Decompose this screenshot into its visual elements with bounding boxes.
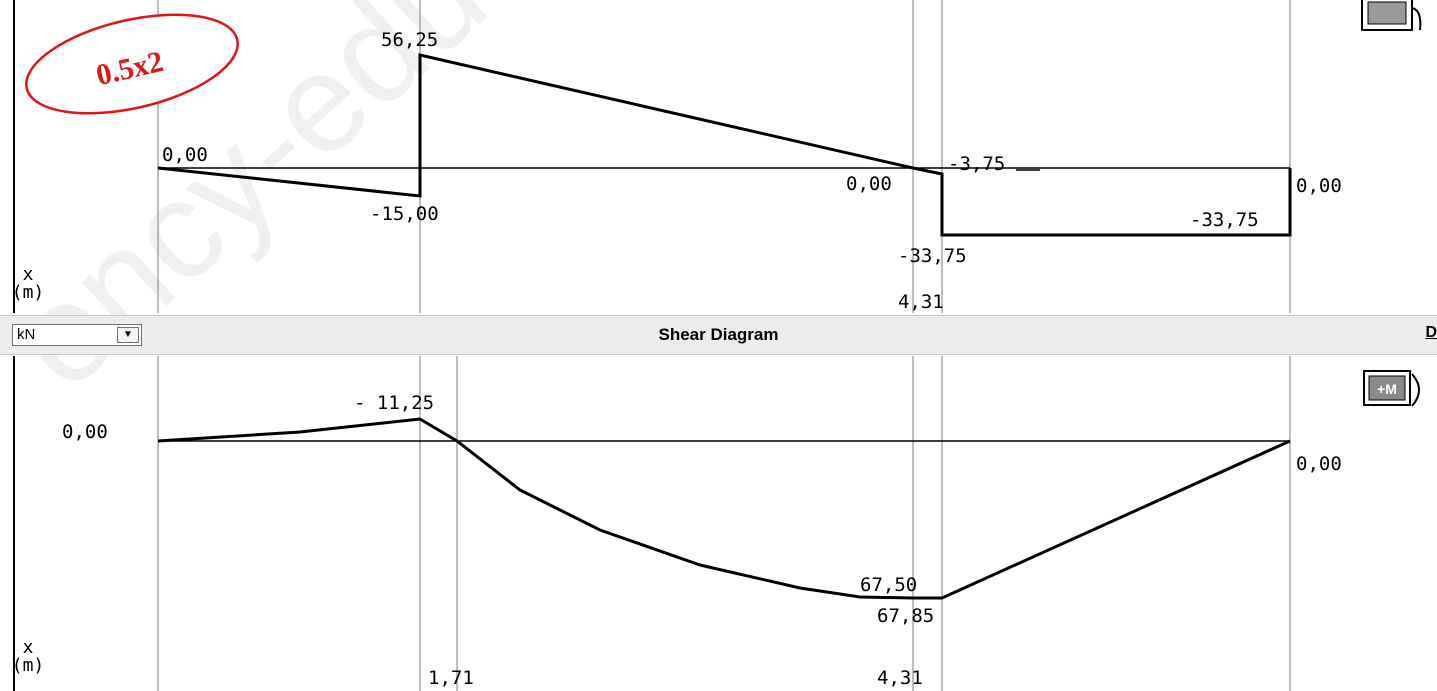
moment-label-max-b: 67,85 bbox=[877, 605, 934, 627]
shear-label-drop: -33,75 bbox=[898, 245, 967, 267]
diagram-title: Shear Diagram bbox=[658, 325, 779, 344]
shear-label-peak: 56,25 bbox=[381, 29, 438, 51]
diagram-toolbar: kN ▼ Shear Diagram D bbox=[0, 315, 1437, 355]
diagram-tab-link[interactable]: D bbox=[1425, 324, 1437, 341]
moment-curve bbox=[157, 417, 1291, 600]
shear-label-end: 0,00 bbox=[1296, 175, 1342, 197]
shear-curve bbox=[157, 53, 1292, 237]
moment-x-tick-2: 4,31 bbox=[877, 667, 923, 689]
moment-gridlines bbox=[157, 356, 1291, 691]
moment-x-tick-1: 1,71 bbox=[428, 667, 474, 689]
chevron-down-icon[interactable]: ▼ bbox=[117, 327, 139, 343]
moment-label-max-a: 67,50 bbox=[860, 574, 917, 596]
shear-label-zero-cross: 0,00 bbox=[846, 173, 892, 195]
moment-label-end: 0,00 bbox=[1296, 453, 1342, 475]
shear-label-min-left: -15,00 bbox=[370, 203, 439, 225]
shear-chart: 0,00 -15,00 56,25 0,00 -3,75 -33,75 -33,… bbox=[12, 0, 1342, 313]
moment-x-axis-label: x (m) bbox=[12, 637, 45, 676]
shear-label-start: 0,00 bbox=[162, 144, 208, 166]
diagram-toggle-icon[interactable] bbox=[1361, 0, 1422, 31]
moment-toggle-icon[interactable]: +M bbox=[1363, 370, 1420, 407]
unit-dropdown-value: kN bbox=[17, 326, 36, 343]
shear-label-right-segment: -33,75 bbox=[1190, 209, 1259, 231]
unit-dropdown[interactable]: kN ▼ bbox=[12, 324, 142, 346]
score-badge: 0.5x2 bbox=[25, 13, 239, 115]
shear-x-tick: 4,31 bbox=[898, 291, 944, 313]
moment-toggle-icon-text: +M bbox=[1377, 381, 1397, 397]
shear-gridlines bbox=[157, 0, 1291, 313]
shear-label-support: -3,75 bbox=[948, 153, 1005, 175]
moment-chart: 0,00 - 11,25 67,50 67,85 0,00 x (m) 1,71 … bbox=[12, 356, 1342, 691]
moment-label-start: 0,00 bbox=[62, 421, 108, 443]
moment-label-peak-neg: - 11,25 bbox=[354, 392, 434, 414]
shear-x-axis-label: x (m) bbox=[12, 264, 45, 303]
